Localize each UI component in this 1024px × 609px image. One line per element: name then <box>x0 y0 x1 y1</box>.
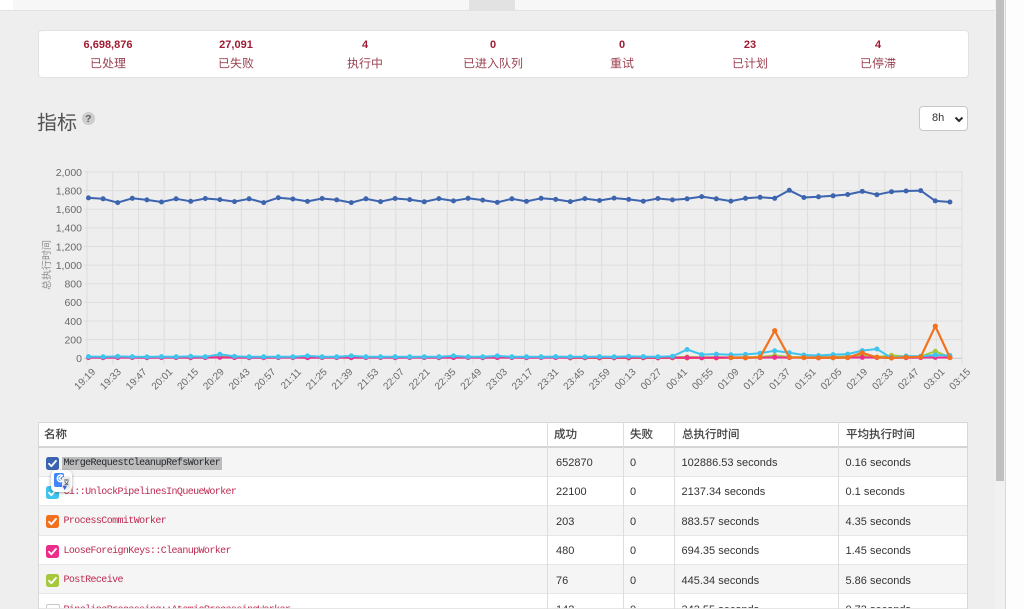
svg-text:0: 0 <box>76 353 82 365</box>
svg-text:02:33: 02:33 <box>870 367 896 393</box>
svg-text:1,800: 1,800 <box>56 185 82 197</box>
svg-text:21:53: 21:53 <box>356 367 382 393</box>
svg-text:22:35: 22:35 <box>433 367 459 393</box>
svg-text:800: 800 <box>64 279 82 291</box>
svg-text:1,600: 1,600 <box>56 204 82 216</box>
svg-text:22:21: 22:21 <box>407 367 433 393</box>
svg-text:22:07: 22:07 <box>381 367 407 393</box>
svg-text:200: 200 <box>64 334 82 346</box>
svg-text:22:49: 22:49 <box>459 367 485 393</box>
svg-text:19:47: 19:47 <box>124 367 150 393</box>
svg-text:23:03: 23:03 <box>484 367 510 393</box>
svg-text:01:09: 01:09 <box>716 367 742 393</box>
svg-text:23:31: 23:31 <box>536 367 562 393</box>
svg-text:20:01: 20:01 <box>150 367 176 393</box>
svg-text:21:39: 21:39 <box>330 367 356 393</box>
svg-text:02:47: 02:47 <box>896 367 922 393</box>
svg-text:1,000: 1,000 <box>56 260 82 272</box>
svg-text:1,400: 1,400 <box>56 223 82 235</box>
svg-text:00:27: 00:27 <box>639 367 665 393</box>
svg-text:1,200: 1,200 <box>56 241 82 253</box>
svg-text:20:43: 20:43 <box>227 367 253 393</box>
svg-text:01:37: 01:37 <box>767 367 793 393</box>
svg-text:03:15: 03:15 <box>948 367 974 393</box>
svg-text:2,000: 2,000 <box>56 167 82 179</box>
svg-text:01:51: 01:51 <box>793 367 819 393</box>
svg-text:02:19: 02:19 <box>845 367 871 393</box>
svg-text:03:01: 03:01 <box>922 367 948 393</box>
svg-text:21:25: 21:25 <box>304 367 330 393</box>
svg-text:19:19: 19:19 <box>73 367 99 393</box>
svg-text:23:59: 23:59 <box>587 367 613 393</box>
svg-text:23:17: 23:17 <box>510 367 536 393</box>
svg-text:02:05: 02:05 <box>819 367 845 393</box>
svg-text:01:23: 01:23 <box>742 367 768 393</box>
svg-text:20:29: 20:29 <box>201 367 227 393</box>
svg-text:20:15: 20:15 <box>176 367 202 393</box>
svg-text:600: 600 <box>64 297 82 309</box>
svg-text:00:13: 00:13 <box>613 367 639 393</box>
svg-text:00:55: 00:55 <box>690 367 716 393</box>
svg-text:23:45: 23:45 <box>562 367 588 393</box>
svg-text:21:11: 21:11 <box>279 367 304 392</box>
svg-text:19:33: 19:33 <box>98 367 124 393</box>
svg-text:400: 400 <box>64 316 82 328</box>
svg-text:00:41: 00:41 <box>665 367 691 393</box>
svg-text:20:57: 20:57 <box>253 367 279 393</box>
